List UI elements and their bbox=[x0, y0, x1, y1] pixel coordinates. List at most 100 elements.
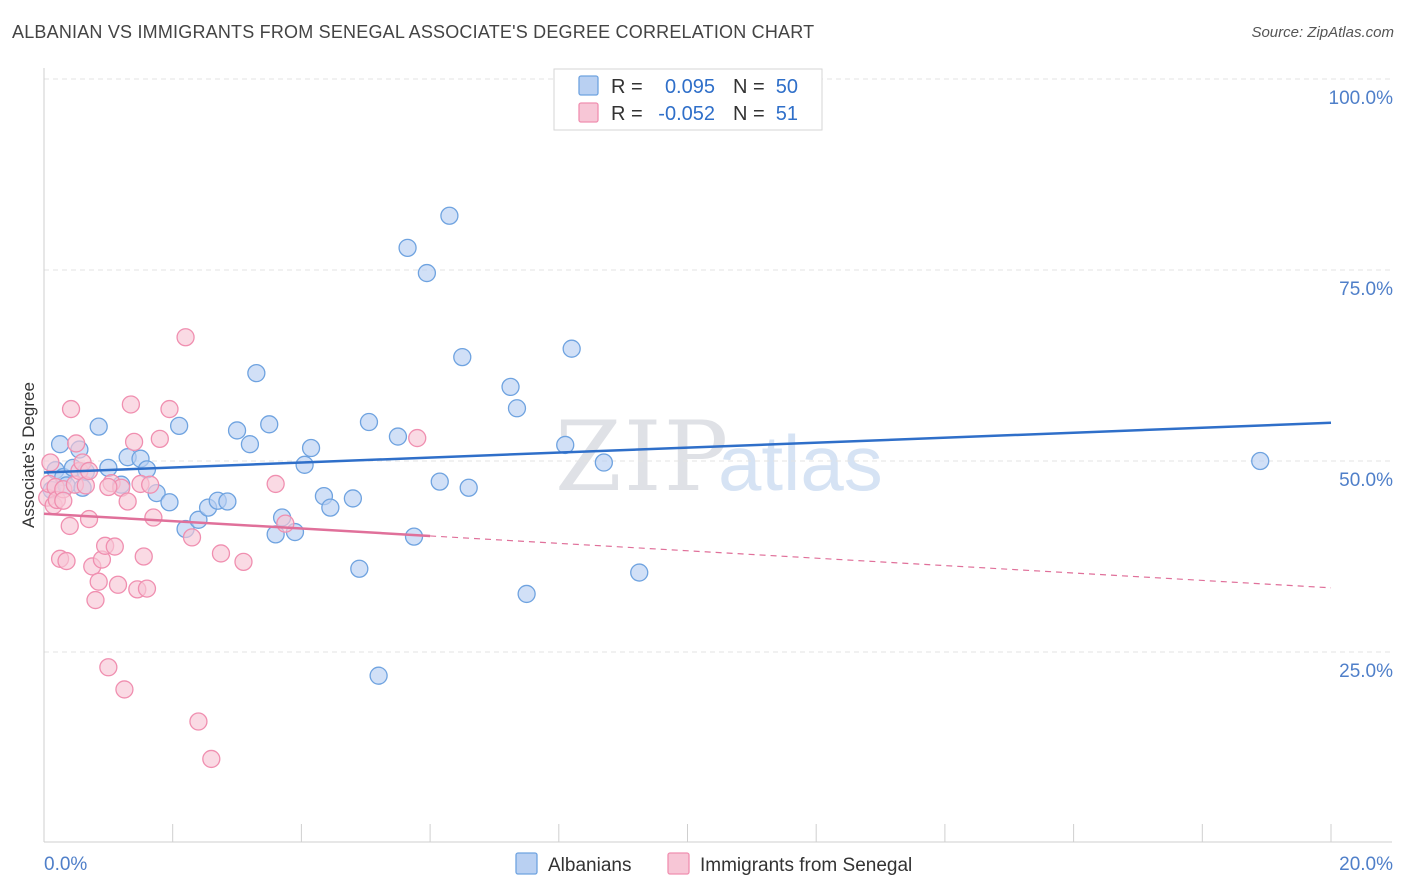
watermark-atlas: atlas bbox=[718, 419, 883, 507]
y-tick-label: 75.0% bbox=[1339, 279, 1393, 300]
legend-swatch-albanians bbox=[515, 852, 538, 875]
legend-swatch-senegal bbox=[667, 852, 690, 875]
senegal-point bbox=[61, 399, 81, 419]
senegal-point bbox=[41, 453, 60, 472]
x-tick-label: 20.0% bbox=[1339, 854, 1393, 875]
albanians-point bbox=[218, 492, 237, 511]
albanians-point bbox=[388, 427, 408, 446]
albanians-point bbox=[99, 458, 118, 478]
albanians-point bbox=[517, 584, 536, 604]
axes bbox=[43, 68, 1392, 843]
senegal-point bbox=[202, 749, 221, 769]
albanians-point bbox=[630, 563, 649, 582]
senegal-trend-line bbox=[43, 512, 431, 538]
legend-r-label: R = bbox=[611, 103, 643, 125]
albanians-point bbox=[459, 478, 478, 497]
senegal-point bbox=[189, 712, 208, 731]
senegal-point bbox=[150, 429, 169, 448]
chart-title: ALBANIAN VS IMMIGRANTS FROM SENEGAL ASSO… bbox=[12, 22, 815, 42]
senegal-point bbox=[60, 516, 79, 536]
y-tick-label: 50.0% bbox=[1339, 470, 1393, 491]
albanians-point bbox=[89, 417, 108, 436]
legend-swatch-albanians bbox=[578, 75, 599, 96]
albanians-point bbox=[260, 415, 279, 434]
chart-source: Source: ZipAtlas.com bbox=[1251, 24, 1394, 41]
senegal-point bbox=[115, 680, 134, 699]
x-tick-label: 0.0% bbox=[44, 854, 87, 875]
senegal-point bbox=[134, 547, 153, 566]
y-tick-labels: 25.0% 50.0% 75.0% 100.0% bbox=[1329, 88, 1394, 682]
x-ticks bbox=[172, 824, 1332, 842]
senegal-point bbox=[99, 477, 118, 497]
senegal-point bbox=[137, 579, 157, 598]
stats-legend: R = 0.095 N = 50 R = -0.052 N = 51 bbox=[553, 68, 823, 131]
senegal-point bbox=[89, 572, 108, 591]
senegal-point bbox=[67, 434, 86, 453]
senegal-trend-line-extension bbox=[430, 535, 1332, 589]
legend-n-label: N = bbox=[733, 76, 765, 98]
legend-n-label: N = bbox=[733, 103, 765, 125]
albanians-point bbox=[169, 416, 189, 436]
albanians-point bbox=[440, 206, 459, 225]
albanians-point bbox=[160, 493, 179, 512]
senegal-point bbox=[99, 658, 118, 677]
albanians-point bbox=[398, 238, 417, 257]
senegal-point bbox=[54, 491, 73, 510]
albanians-trend-line bbox=[43, 421, 1332, 474]
senegal-point bbox=[105, 537, 124, 556]
albanians-point bbox=[453, 347, 472, 367]
albanians-point bbox=[227, 421, 247, 440]
albanians-point bbox=[50, 435, 70, 454]
senegal-point bbox=[141, 475, 160, 494]
legend-label-albanians: Albanians bbox=[548, 855, 631, 876]
watermark-zip: ZIP bbox=[555, 401, 730, 513]
senegal-point bbox=[118, 492, 137, 511]
senegal-point bbox=[108, 575, 128, 594]
senegal-point bbox=[211, 544, 231, 563]
legend-r-value-albanians: 0.095 bbox=[665, 76, 715, 98]
senegal-point bbox=[176, 328, 195, 347]
watermark: ZIP atlas bbox=[555, 401, 883, 513]
y-axis-title: Associate's Degree bbox=[19, 382, 38, 528]
senegal-point bbox=[408, 428, 427, 448]
albanians-point bbox=[350, 559, 369, 578]
albanians-point bbox=[417, 263, 437, 283]
senegal-point bbox=[266, 474, 285, 494]
senegal-point bbox=[182, 528, 202, 547]
albanians-point bbox=[1251, 451, 1270, 471]
albanians-point bbox=[321, 498, 340, 517]
senegal-point bbox=[79, 509, 99, 529]
legend-r-value-senegal: -0.052 bbox=[658, 103, 715, 125]
albanians-point bbox=[359, 412, 379, 432]
x-tick-labels: 0.0% 20.0% bbox=[44, 854, 1393, 875]
albanians-point bbox=[240, 435, 260, 454]
albanians-point bbox=[594, 453, 613, 472]
senegal-point bbox=[86, 590, 105, 610]
albanians-point bbox=[301, 438, 321, 458]
albanians-point bbox=[369, 666, 388, 685]
legend-n-value-senegal: 51 bbox=[776, 103, 798, 125]
albanians-point bbox=[295, 455, 314, 474]
legend-n-value-albanians: 50 bbox=[776, 76, 798, 98]
senegal-point bbox=[234, 552, 253, 571]
series-legend: Albanians Immigrants from Senegal bbox=[515, 852, 912, 876]
senegal-point bbox=[144, 508, 163, 527]
y-tick-label: 25.0% bbox=[1339, 661, 1393, 682]
senegal-point bbox=[124, 432, 144, 452]
senegal-point bbox=[160, 399, 179, 419]
albanians-point bbox=[430, 472, 449, 491]
senegal-point bbox=[276, 514, 295, 533]
albanians-point bbox=[501, 377, 520, 397]
data-points bbox=[38, 206, 1270, 769]
legend-r-label: R = bbox=[611, 76, 643, 98]
albanians-point bbox=[343, 489, 363, 508]
albanians-point bbox=[507, 399, 527, 418]
senegal-point bbox=[57, 551, 76, 571]
albanians-point bbox=[247, 363, 266, 383]
legend-swatch-senegal bbox=[578, 102, 599, 123]
albanians-point bbox=[404, 527, 424, 546]
trend-lines bbox=[43, 421, 1332, 589]
albanians-point bbox=[562, 339, 581, 358]
legend-label-senegal: Immigrants from Senegal bbox=[700, 855, 912, 876]
